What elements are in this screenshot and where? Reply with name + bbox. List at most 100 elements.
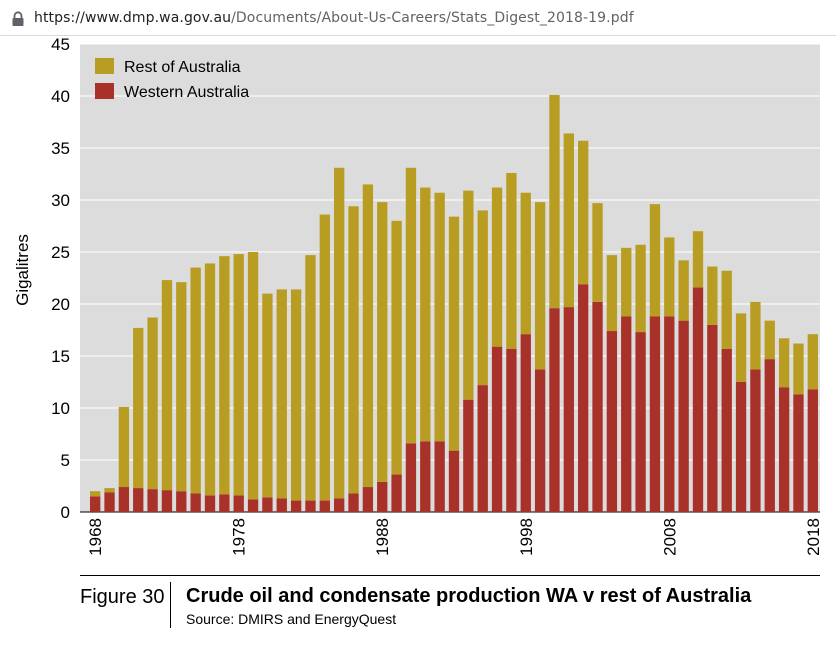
legend-label: Rest of Australia xyxy=(124,59,241,76)
y-tick-labels: 0 5 10 15 20 25 30 35 40 45 xyxy=(51,36,70,522)
bar-western-australia xyxy=(678,320,689,512)
bar-western-australia xyxy=(707,324,718,512)
bar-rest-of-australia xyxy=(606,255,618,332)
bar-western-australia xyxy=(262,497,273,512)
bar-rest-of-australia xyxy=(147,317,158,490)
bar-western-australia xyxy=(520,334,531,512)
bar-rest-of-australia xyxy=(448,216,460,451)
bar-rest-of-australia xyxy=(534,202,546,370)
address-bar[interactable]: https://www.dmp.wa.gov.au/Documents/Abou… xyxy=(0,0,836,36)
y-tick-label: 10 xyxy=(51,399,70,418)
y-tick-label: 35 xyxy=(51,139,70,158)
bar-rest-of-australia xyxy=(563,133,574,308)
bar-western-australia xyxy=(721,348,732,512)
bar-rest-of-australia xyxy=(176,282,187,492)
figure-source: Source: DMIRS and EnergyQuest xyxy=(186,611,397,627)
bar-rest-of-australia xyxy=(161,280,173,491)
lock-icon xyxy=(12,11,24,26)
caption-separator xyxy=(170,582,171,628)
bar-western-australia xyxy=(664,316,675,512)
bar-rest-of-australia xyxy=(549,94,560,309)
y-tick-label: 0 xyxy=(61,503,70,522)
bar-western-australia xyxy=(649,316,661,512)
url-path: /Documents/About-Us-Careers/Stats_Digest… xyxy=(231,10,634,26)
bar-western-australia xyxy=(778,387,790,512)
bar-western-australia xyxy=(434,441,445,512)
legend-swatch xyxy=(95,83,114,99)
bar-western-australia xyxy=(635,332,646,512)
bar-chart: 0 5 10 15 20 25 30 35 40 45 1968 1978 1988 1998 2008 2… xyxy=(13,36,823,556)
bar-western-australia xyxy=(750,369,761,512)
bar-western-australia xyxy=(506,348,517,512)
bar-western-australia xyxy=(592,301,603,512)
y-axis-label: Gigalitres xyxy=(13,234,32,306)
bar-rest-of-australia xyxy=(807,334,818,390)
bar-western-australia xyxy=(578,284,589,512)
bar-western-australia xyxy=(161,490,173,512)
y-tick-label: 40 xyxy=(51,87,70,106)
bar-rest-of-australia xyxy=(204,263,216,496)
bar-rest-of-australia xyxy=(778,338,790,388)
bar-rest-of-australia xyxy=(391,220,402,475)
figure-number: Figure 30 xyxy=(80,586,165,608)
bar-rest-of-australia xyxy=(219,256,230,495)
bar-western-australia xyxy=(405,443,417,512)
bar-rest-of-australia xyxy=(133,327,144,489)
bar-western-australia xyxy=(118,487,130,512)
bar-rest-of-australia xyxy=(362,184,374,488)
bar-western-australia xyxy=(491,346,503,512)
bar-western-australia xyxy=(563,307,574,512)
bar-western-australia xyxy=(219,494,230,512)
bar-rest-of-australia xyxy=(578,140,589,285)
bar-rest-of-australia xyxy=(707,266,718,325)
bar-rest-of-australia xyxy=(793,343,804,395)
bar-rest-of-australia xyxy=(377,202,388,482)
bar-rest-of-australia xyxy=(405,167,417,444)
bar-western-australia xyxy=(807,389,818,512)
bar-rest-of-australia xyxy=(635,244,646,333)
x-tick-labels: 1968 1978 1988 1998 2008 2018 xyxy=(86,518,823,556)
y-tick-label: 25 xyxy=(51,243,70,262)
caption-divider xyxy=(80,575,820,576)
bar-western-australia xyxy=(190,493,201,512)
bar-western-australia xyxy=(606,331,618,512)
url-host: https://www.dmp.wa.gov.au xyxy=(34,10,232,26)
figure-title: Crude oil and condensate production WA v… xyxy=(186,585,752,607)
bar-western-australia xyxy=(391,474,402,512)
bar-western-australia xyxy=(204,495,216,512)
y-tick-label: 5 xyxy=(61,451,70,470)
bar-western-australia xyxy=(147,489,158,512)
bar-rest-of-australia xyxy=(463,190,474,400)
bar-western-australia xyxy=(377,481,388,512)
x-tick-label: 2018 xyxy=(804,518,823,556)
bar-rest-of-australia xyxy=(692,231,704,288)
bar-rest-of-australia xyxy=(434,192,445,442)
bar-rest-of-australia xyxy=(305,255,316,501)
bar-rest-of-australia xyxy=(276,289,287,499)
x-tick-label: 1978 xyxy=(230,518,249,556)
bar-western-australia xyxy=(735,382,747,512)
bar-western-australia xyxy=(477,385,488,512)
bar-rest-of-australia xyxy=(262,293,273,498)
bar-rest-of-australia xyxy=(334,167,345,499)
bar-western-australia xyxy=(348,493,359,512)
bar-western-australia xyxy=(549,308,560,512)
bar-western-australia xyxy=(621,316,632,512)
bar-rest-of-australia xyxy=(319,214,330,501)
bar-rest-of-australia xyxy=(735,313,747,382)
bar-western-australia xyxy=(764,359,775,512)
bar-western-australia xyxy=(305,500,316,512)
bar-rest-of-australia xyxy=(290,289,302,501)
url-text[interactable]: https://www.dmp.wa.gov.au/Documents/Abou… xyxy=(34,10,634,26)
bar-rest-of-australia xyxy=(721,270,732,349)
legend-swatch xyxy=(95,58,114,74)
bar-western-australia xyxy=(793,394,804,512)
x-tick-label: 1988 xyxy=(373,518,392,556)
y-tick-label: 20 xyxy=(51,295,70,314)
bar-rest-of-australia xyxy=(592,203,603,302)
bar-rest-of-australia xyxy=(190,267,201,494)
bar-western-australia xyxy=(276,498,287,512)
bar-western-australia xyxy=(233,495,244,512)
y-tick-label: 30 xyxy=(51,191,70,210)
x-tick-label: 1968 xyxy=(86,518,105,556)
